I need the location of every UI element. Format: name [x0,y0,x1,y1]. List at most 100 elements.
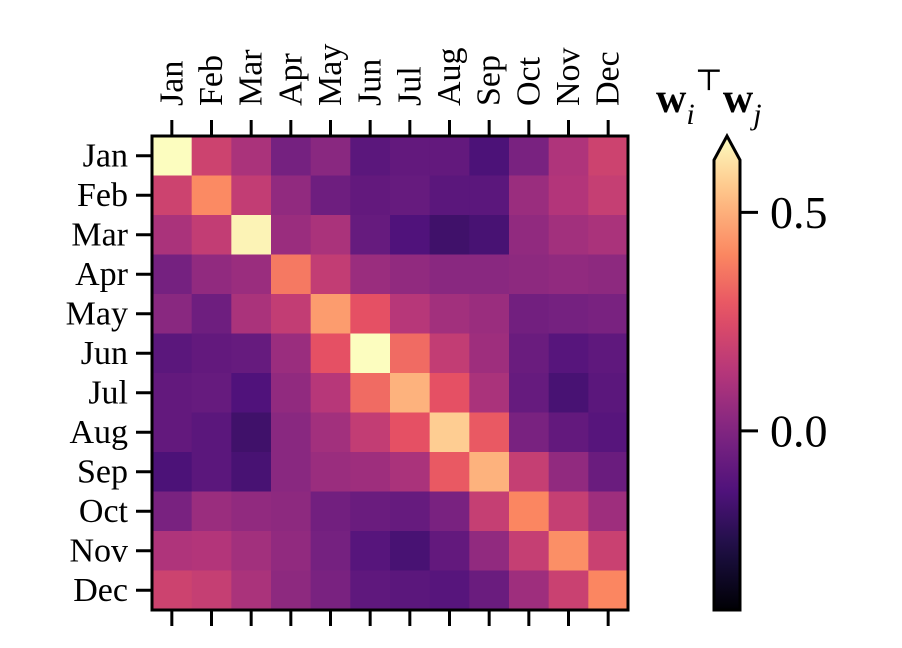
heatmap-cell-oct-dec [588,491,629,532]
heatmap-cell-dec-feb [191,570,232,611]
y-tick-label-nov: Nov [69,532,128,569]
heatmap-cell-apr-nov [548,254,589,295]
heatmap-cell-aug-oct [509,412,550,453]
heatmap-cell-dec-aug [429,570,470,611]
heatmap-cell-apr-dec [588,254,629,295]
heatmap-cell-oct-jan [152,491,193,532]
heatmap-cell-may-oct [509,294,550,335]
heatmap-cell-jan-mar [231,136,272,177]
heatmap-cell-sep-nov [548,452,589,493]
x-tick-label-may: May [312,44,349,106]
heatmap-cell-feb-apr [271,175,312,216]
heatmap-cell-oct-apr [271,491,312,532]
heatmap-cell-jul-jun [350,373,391,414]
y-tick-label-jun: Jun [81,335,128,372]
heatmap-cell-jan-may [310,136,351,177]
x-tick-label-jul: Jul [391,66,428,106]
heatmap-cell-jul-oct [509,373,550,414]
heatmap-cell-mar-mar [231,215,272,256]
colorbar: 0.00.5 wi⊤wj [656,64,828,612]
heatmap-cell-may-jan [152,294,193,335]
heatmap-cell-nov-mar [231,531,272,572]
heatmap-cell-dec-oct [509,570,550,611]
heatmap-cell-jun-nov [548,333,589,374]
heatmap-cell-apr-jan [152,254,193,295]
heatmap-cell-feb-sep [469,175,510,216]
heatmap-cell-dec-mar [231,570,272,611]
heatmap-cell-oct-feb [191,491,232,532]
heatmap-cell-jan-jan [152,136,193,177]
heatmap-cell-apr-aug [429,254,470,295]
heatmap-cell-nov-apr [271,531,312,572]
heatmap-cell-jun-jan [152,333,193,374]
heatmap-cell-sep-dec [588,452,629,493]
heatmap-cell-jul-mar [231,373,272,414]
heatmap-cell-may-sep [469,294,510,335]
heatmap-cells [152,136,629,611]
y-tick-label-aug: Aug [69,414,128,451]
heatmap-cell-jul-feb [191,373,232,414]
heatmap-cell-dec-apr [271,570,312,611]
heatmap-cell-sep-may [310,452,351,493]
heatmap-cell-jan-sep [469,136,510,177]
y-tick-label-dec: Dec [73,572,128,609]
colorbar-title-transpose: ⊤ [695,64,723,97]
colorbar-title-sub-j: j [749,98,761,131]
y-tick-label-oct: Oct [79,493,129,530]
heatmap-cell-aug-mar [231,412,272,453]
heatmap-cell-nov-sep [469,531,510,572]
heatmap-cell-apr-jul [390,254,431,295]
heatmap-cell-nov-oct [509,531,550,572]
x-tick-label-aug: Aug [431,47,468,106]
plot-frame [150,134,630,612]
heatmap-cell-jun-aug [429,333,470,374]
y-tick-label-may: May [66,295,128,332]
heatmap-cell-jun-apr [271,333,312,374]
heatmap-cell-mar-oct [509,215,550,256]
heatmap-cell-apr-mar [231,254,272,295]
heatmap-cell-feb-dec [588,175,629,216]
colorbar-title: wi⊤wj [656,64,762,131]
heatmap-cell-mar-sep [469,215,510,256]
x-tick-labels: Jan Feb Mar Apr May Jun Jul Aug Sep Oct Nov Dec [153,44,626,106]
heatmap-cell-jun-dec [588,333,629,374]
heatmap-cell-nov-nov [548,531,589,572]
heatmap-cell-feb-jun [350,175,391,216]
heatmap-cell-oct-sep [469,491,510,532]
y-tick-label-feb: Feb [77,177,128,214]
heatmap-cell-jun-jul [390,333,431,374]
heatmap-cell-jan-oct [509,136,550,177]
heatmap-cell-apr-feb [191,254,232,295]
heatmap-cell-mar-feb [191,215,232,256]
heatmap-cell-may-aug [429,294,470,335]
colorbar-gradient [712,132,742,612]
heatmap-cell-apr-jun [350,254,391,295]
heatmap-cell-aug-sep [469,412,510,453]
heatmap-cell-jun-oct [509,333,550,374]
heatmap-cell-sep-jul [390,452,431,493]
heatmap-cell-sep-apr [271,452,312,493]
heatmap-cell-oct-oct [509,491,550,532]
heatmap-cell-dec-nov [548,570,589,611]
heatmap-cell-dec-may [310,570,351,611]
heatmap-cell-oct-may [310,491,351,532]
heatmap-cell-jan-apr [271,136,312,177]
heatmap-cell-mar-jun [350,215,391,256]
heatmap-cell-jul-aug [429,373,470,414]
heatmap-cell-apr-apr [271,254,312,295]
heatmap-cell-nov-may [310,531,351,572]
heatmap-cell-sep-oct [509,452,550,493]
colorbar-tick-label-0: 0.0 [770,405,828,456]
heatmap-cell-jul-jan [152,373,193,414]
colorbar-title-w-j: w [723,76,754,122]
heatmap-cell-mar-jan [152,215,193,256]
colorbar-title-sub-i: i [686,98,694,131]
heatmap-cell-jun-feb [191,333,232,374]
heatmap-cell-mar-apr [271,215,312,256]
heatmap-cell-jul-apr [271,373,312,414]
heatmap-cell-feb-aug [429,175,470,216]
heatmap-cell-oct-aug [429,491,470,532]
heatmap-cell-jul-sep [469,373,510,414]
y-tick-label-jul: Jul [88,374,128,411]
